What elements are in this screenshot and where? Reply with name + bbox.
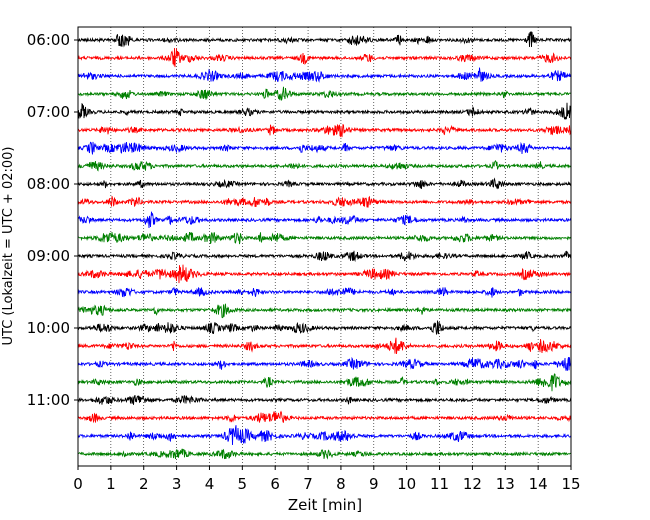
x-tick-label: 7 (303, 475, 313, 493)
trace-0730 (77, 141, 572, 155)
trace-1100 (77, 394, 572, 405)
y-tick-label: 11:00 (27, 391, 70, 409)
trace-1145 (77, 448, 572, 460)
trace-0830 (77, 211, 572, 229)
grid-lines (110, 27, 539, 466)
trace-0745 (77, 159, 572, 172)
x-axis-ticks: 0 1 2 3 4 5 6 7 8 9 10 11 12 13 14 15 (73, 466, 581, 493)
y-tick-label: 10:00 (27, 319, 70, 337)
trace-0845 (77, 231, 572, 245)
trace-0645 (77, 86, 572, 101)
y-tick-label: 08:00 (27, 175, 70, 193)
trace-0630 (77, 67, 572, 83)
y-tick-label: 07:00 (27, 103, 70, 121)
trace-0700 (77, 102, 572, 120)
y-axis-label: UTC (Lokalzeit = UTC + 02:00) (1, 147, 16, 346)
trace-0615 (77, 48, 572, 68)
trace-0930 (77, 287, 572, 298)
trace-0715 (77, 123, 572, 138)
trace-0600 (77, 31, 572, 48)
x-tick-label: 8 (336, 475, 346, 493)
x-tick-label: 10 (397, 475, 416, 493)
x-tick-label: 0 (73, 475, 83, 493)
x-tick-label: 13 (496, 475, 515, 493)
trace-0915 (77, 264, 572, 284)
trace-1000 (77, 320, 572, 335)
x-tick-label: 3 (172, 475, 182, 493)
x-tick-label: 1 (106, 475, 116, 493)
x-axis-label: Zeit [min] (288, 496, 362, 514)
trace-1130 (77, 425, 572, 446)
x-tick-label: 14 (529, 475, 548, 493)
trace-1015 (77, 337, 572, 355)
trace-1115 (77, 410, 572, 424)
trace-1045 (77, 373, 572, 392)
x-tick-label: 2 (139, 475, 149, 493)
x-tick-label: 4 (205, 475, 215, 493)
y-tick-label: 06:00 (27, 31, 70, 49)
trace-0945 (77, 303, 572, 319)
trace-0900 (77, 250, 572, 263)
trace-0800 (77, 177, 572, 190)
y-tick-label: 09:00 (27, 247, 70, 265)
x-tick-label: 15 (561, 475, 580, 493)
seismic-traces (77, 31, 572, 460)
x-tick-label: 5 (238, 475, 248, 493)
x-tick-label: 6 (270, 475, 280, 493)
x-tick-label: 11 (430, 475, 449, 493)
plot-frame (77, 26, 572, 467)
trace-0815 (77, 195, 572, 208)
x-tick-label: 12 (463, 475, 482, 493)
y-axis-ticks: 06:00 07:00 08:00 09:00 10:00 11:00 (27, 31, 78, 409)
trace-1030 (77, 356, 572, 371)
x-tick-label: 9 (369, 475, 379, 493)
